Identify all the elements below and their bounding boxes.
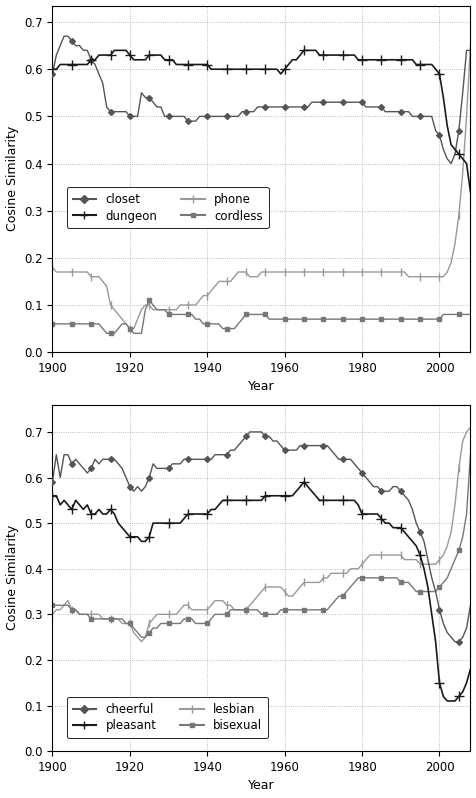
Legend: cheerful, pleasant, lesbian, bisexual: cheerful, pleasant, lesbian, bisexual (67, 697, 268, 738)
Y-axis label: Cosine Similarity: Cosine Similarity (6, 126, 19, 231)
X-axis label: Year: Year (248, 780, 275, 792)
Legend: closet, dungeon, phone, cordless: closet, dungeon, phone, cordless (67, 187, 269, 228)
X-axis label: Year: Year (248, 381, 275, 393)
Y-axis label: Cosine Similarity: Cosine Similarity (6, 525, 19, 630)
